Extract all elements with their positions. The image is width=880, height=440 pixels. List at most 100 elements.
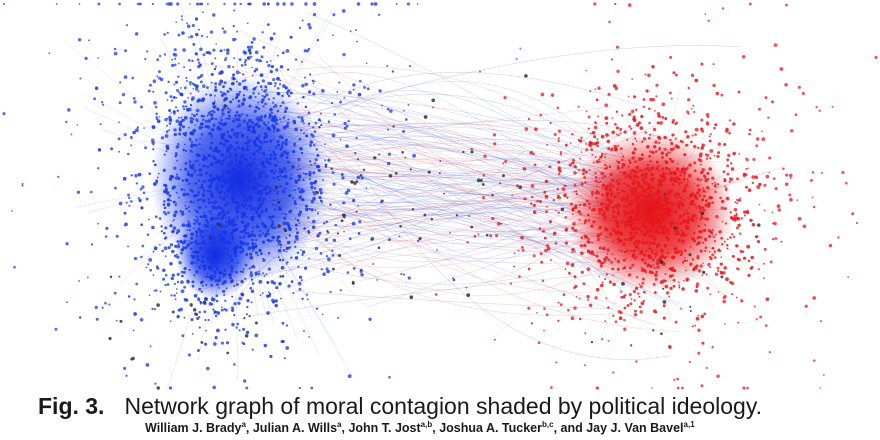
network-node (347, 374, 352, 379)
network-node (201, 284, 205, 287)
network-node (564, 241, 568, 245)
network-node (653, 249, 656, 252)
network-node (221, 27, 225, 30)
network-node (626, 304, 630, 307)
network-node (683, 249, 687, 252)
network-node (638, 283, 641, 286)
network-node (246, 22, 249, 25)
network-node (517, 249, 520, 252)
network-node (223, 104, 227, 108)
network-node (340, 219, 344, 223)
network-node (678, 251, 680, 254)
network-node (622, 171, 627, 175)
network-node (215, 294, 219, 298)
network-node (242, 228, 247, 233)
network-node (308, 25, 312, 30)
network-node (220, 153, 225, 157)
network-node (225, 149, 230, 153)
network-node (571, 161, 575, 165)
network-node (220, 241, 223, 244)
network-node (224, 241, 228, 245)
network-node (656, 121, 660, 125)
network-node (212, 235, 216, 239)
network-node (438, 172, 441, 175)
network-node (282, 175, 285, 178)
network-node (584, 219, 588, 223)
network-node (758, 182, 761, 185)
network-node (269, 186, 272, 189)
network-node (201, 126, 204, 129)
network-node (282, 167, 287, 171)
network-node (164, 255, 167, 258)
network-node (159, 77, 164, 82)
network-node (78, 280, 80, 282)
network-node (228, 111, 231, 114)
network-node (201, 240, 205, 244)
network-node (242, 204, 246, 208)
network-node (661, 178, 665, 182)
network-node (198, 2, 202, 6)
network-node (168, 115, 172, 119)
network-node (232, 37, 236, 42)
network-node (21, 182, 24, 185)
network-node (455, 214, 459, 217)
network-node (203, 267, 206, 271)
network-node (532, 152, 535, 156)
network-node (274, 170, 277, 173)
network-node (593, 135, 597, 139)
network-node (504, 159, 508, 164)
network-node (208, 131, 212, 136)
network-node (632, 118, 637, 123)
network-node (210, 134, 214, 138)
network-node (245, 148, 250, 152)
network-node (265, 135, 269, 139)
network-node (233, 363, 236, 366)
network-node (692, 237, 695, 241)
network-node (600, 180, 602, 183)
network-node (184, 204, 187, 207)
network-node (679, 181, 682, 184)
network-node (248, 104, 252, 108)
network-node (198, 315, 201, 318)
network-node (196, 174, 199, 177)
network-node (256, 254, 259, 257)
network-node (538, 199, 543, 204)
network-node (278, 135, 283, 139)
network-node (197, 250, 200, 254)
network-node (332, 13, 336, 17)
network-node (292, 196, 295, 199)
network-node (246, 45, 250, 49)
network-node (611, 215, 615, 219)
network-node (695, 206, 698, 209)
network-node (343, 121, 347, 126)
network-node (731, 293, 734, 296)
network-node (365, 62, 368, 65)
network-node (223, 48, 226, 51)
network-node (337, 316, 340, 319)
network-node (287, 225, 291, 230)
network-node (211, 224, 214, 227)
network-node (709, 293, 712, 296)
network-node (697, 328, 701, 332)
network-node (557, 172, 561, 176)
network-node (530, 195, 534, 199)
network-node (663, 147, 667, 151)
network-node (720, 256, 723, 259)
network-node (343, 230, 345, 233)
network-node (277, 243, 280, 246)
network-node (676, 145, 680, 149)
network-node (187, 353, 191, 357)
network-node (665, 255, 668, 258)
network-node (694, 133, 697, 136)
network-node (193, 193, 198, 198)
network-node (685, 234, 688, 237)
network-node (603, 163, 606, 166)
network-node (254, 273, 258, 276)
network-node (624, 223, 627, 227)
network-node (641, 281, 645, 285)
network-node (224, 193, 227, 196)
bridge-edge (297, 162, 561, 260)
network-node (212, 48, 216, 52)
network-node (242, 94, 246, 97)
network-node (310, 208, 314, 212)
